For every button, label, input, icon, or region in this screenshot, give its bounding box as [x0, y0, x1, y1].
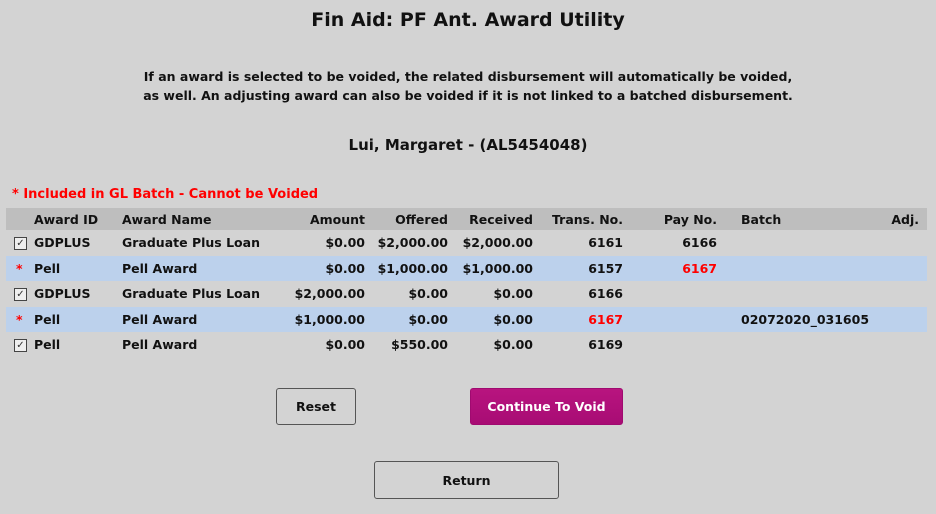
select-cell: * — [6, 255, 34, 281]
col-offered: Offered — [365, 208, 448, 230]
trans-no: 6157 — [533, 255, 623, 281]
row-checkbox[interactable]: ✓ — [14, 288, 27, 302]
row-checkbox[interactable]: ✓ — [14, 339, 27, 353]
offered: $2,000.00 — [377, 235, 448, 251]
award-name: Pell Award — [122, 306, 272, 332]
award-id: Pell — [34, 337, 61, 353]
select-cell: * — [6, 306, 34, 332]
gl-batch-marker: * — [16, 311, 23, 327]
award-id: Pell — [34, 306, 122, 332]
col-award-id: Award ID — [34, 208, 122, 230]
batch — [717, 332, 871, 358]
award-name: Pell Award — [122, 255, 272, 281]
table-row: * Pell Pell Award $1,000.00 $0.00 $0.00 6167 02… — [6, 306, 927, 332]
trans-no: 6167 — [533, 306, 623, 332]
student-name: Lui, Margaret - (AL5454048) — [348, 136, 588, 154]
row-checkbox[interactable]: ✓ — [14, 237, 27, 251]
adj — [871, 230, 927, 256]
adj — [871, 281, 927, 307]
return-button[interactable]: Return — [374, 461, 559, 499]
amount: $1,000.00 — [272, 306, 365, 332]
offered: $1,000.00 — [365, 255, 448, 281]
adj — [871, 255, 927, 281]
table-row: ✓ GDPLUS Graduate Plus Loan $0.00 $2,000.00 $… — [6, 230, 927, 256]
gl-batch-legend: * Included in GL Batch - Cannot be Voide… — [12, 187, 319, 202]
award-id: Pell — [34, 255, 122, 281]
col-pay-no: Pay No. — [623, 208, 717, 230]
col-trans-no: Trans. No. — [533, 208, 623, 230]
amount: $2,000.00 — [294, 286, 365, 302]
award-id: GDPLUS — [34, 235, 91, 251]
trans-no: 6169 — [588, 337, 623, 353]
received: $0.00 — [493, 286, 533, 302]
trans-no: 6161 — [588, 235, 623, 251]
amount: $0.00 — [272, 255, 365, 281]
offered: $550.00 — [391, 337, 448, 353]
award-id: GDPLUS — [34, 286, 91, 302]
select-cell[interactable]: ✓ — [6, 332, 34, 358]
info-note: If an award is selected to be voided, th… — [0, 67, 936, 105]
table-header: Award ID Award Name Amount Offered Recei… — [6, 208, 927, 230]
received: $1,000.00 — [448, 255, 533, 281]
select-cell[interactable]: ✓ — [6, 230, 34, 256]
pay-no — [623, 332, 717, 358]
col-adj: Adj. — [871, 208, 927, 230]
col-amount: Amount — [272, 208, 365, 230]
awards-table: Award ID Award Name Amount Offered Recei… — [6, 208, 927, 358]
pay-no: 6167 — [623, 255, 717, 281]
pay-no — [623, 306, 717, 332]
adj — [871, 332, 927, 358]
pay-no: 6166 — [682, 235, 717, 251]
award-name: Graduate Plus Loan — [122, 286, 260, 302]
continue-to-void-button[interactable]: Continue To Void — [470, 388, 623, 425]
received: $2,000.00 — [462, 235, 533, 251]
reset-button[interactable]: Reset — [276, 388, 356, 425]
col-batch: Batch — [717, 208, 871, 230]
col-received: Received — [448, 208, 533, 230]
select-column-header — [6, 208, 34, 230]
table-row: ✓ GDPLUS Graduate Plus Loan $2,000.00 $0.00 $… — [6, 281, 927, 307]
select-cell[interactable]: ✓ — [6, 281, 34, 307]
offered: $0.00 — [408, 286, 448, 302]
pay-no — [623, 281, 717, 307]
col-award-name: Award Name — [122, 208, 272, 230]
note-line-2: as well. An adjusting award can also be … — [143, 88, 793, 103]
note-line-1: If an award is selected to be voided, th… — [143, 69, 793, 84]
page-title: Fin Aid: PF Ant. Award Utility — [311, 9, 625, 31]
table-row: * Pell Pell Award $0.00 $1,000.00 $1,000.00 61… — [6, 255, 927, 281]
batch — [717, 281, 871, 307]
table-row: ✓ Pell Pell Award $0.00 $550.00 $0.00 6169 — [6, 332, 927, 358]
gl-batch-marker: * — [16, 260, 23, 276]
adj — [871, 306, 927, 332]
award-name: Graduate Plus Loan — [122, 235, 260, 251]
batch: 02072020_031605 — [717, 306, 871, 332]
offered: $0.00 — [365, 306, 448, 332]
received: $0.00 — [493, 337, 533, 353]
trans-no: 6166 — [588, 286, 623, 302]
award-name: Pell Award — [122, 337, 198, 353]
received: $0.00 — [448, 306, 533, 332]
amount: $0.00 — [325, 235, 365, 251]
batch — [717, 230, 871, 256]
amount: $0.00 — [325, 337, 365, 353]
batch — [717, 255, 871, 281]
